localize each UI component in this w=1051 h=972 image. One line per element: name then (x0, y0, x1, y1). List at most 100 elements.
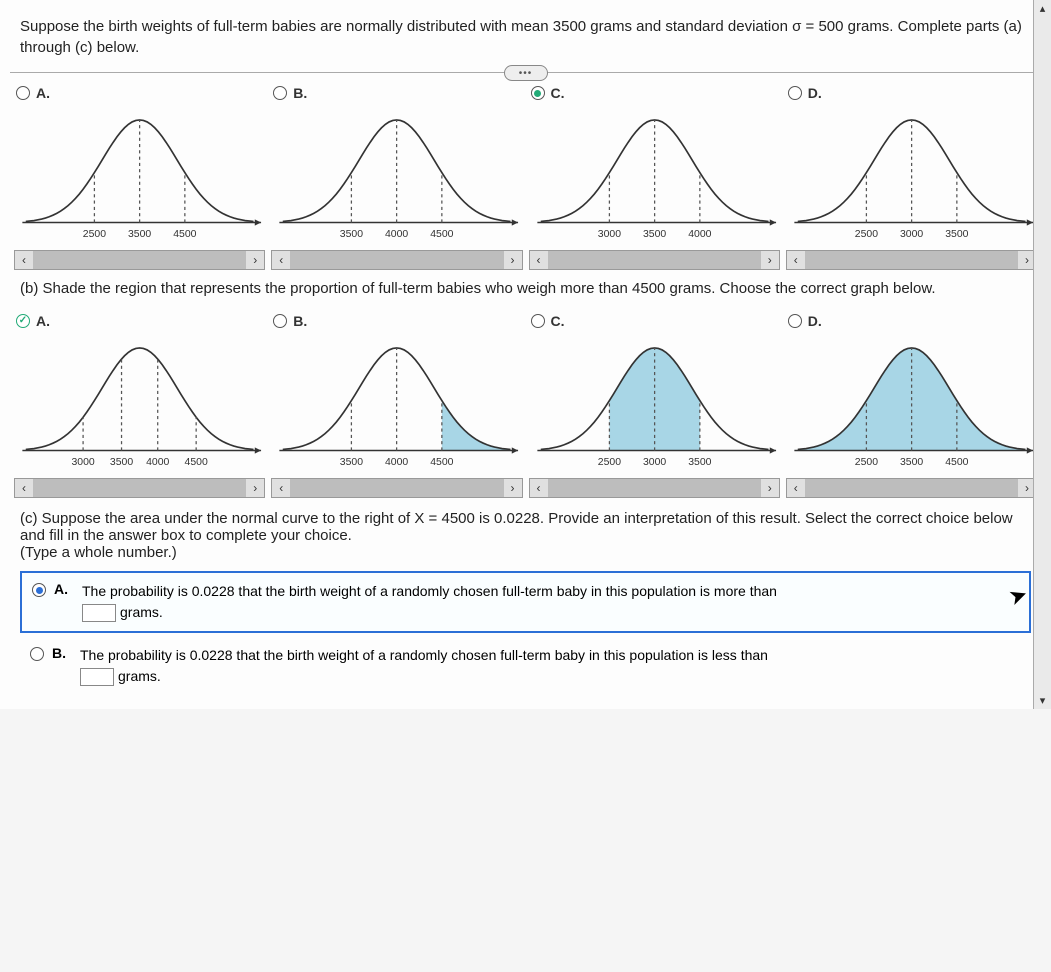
part-b-prompt: (b) Shade the region that represents the… (10, 270, 1041, 301)
horizontal-scrollbar[interactable]: ‹ › (529, 478, 780, 498)
svg-text:2500: 2500 (83, 229, 106, 240)
option-letter: C. (551, 85, 565, 101)
scroll-up-icon[interactable]: ▴ (1040, 0, 1046, 17)
svg-text:3500: 3500 (128, 229, 151, 240)
collapse-handle[interactable]: ••• (504, 65, 548, 81)
scroll-track[interactable] (548, 251, 761, 269)
radio-icon[interactable] (273, 86, 287, 100)
answer-option[interactable]: C. 2500 3000 3500 (529, 309, 780, 478)
svg-text:3000: 3000 (597, 229, 620, 240)
answer-input[interactable] (80, 668, 114, 686)
svg-text:4000: 4000 (385, 457, 408, 468)
horizontal-scrollbar[interactable]: ‹ › (271, 250, 522, 270)
divider: ••• (10, 72, 1041, 73)
svg-text:4500: 4500 (185, 457, 208, 468)
normal-curve-chart: 350040004500 (271, 105, 522, 250)
scroll-left-icon[interactable]: ‹ (787, 481, 805, 495)
svg-text:4500: 4500 (430, 229, 453, 240)
choice-letter: A. (54, 581, 74, 597)
choice-text: The probability is 0.0228 that the birth… (82, 581, 777, 623)
svg-text:3500: 3500 (340, 457, 363, 468)
scroll-left-icon[interactable]: ‹ (530, 481, 548, 495)
choice-radio-icon[interactable] (32, 583, 46, 597)
scroll-down-icon[interactable]: ▾ (1040, 692, 1046, 709)
radio-checked-icon[interactable]: ✓ (16, 314, 30, 328)
answer-option[interactable]: D. 250030003500 (786, 81, 1037, 250)
svg-text:4000: 4000 (688, 229, 711, 240)
scroll-track[interactable] (805, 479, 1018, 497)
scroll-left-icon[interactable]: ‹ (15, 253, 33, 267)
choice-radio-icon[interactable] (30, 647, 44, 661)
horizontal-scrollbar[interactable]: ‹ › (529, 250, 780, 270)
option-letter: D. (808, 313, 822, 329)
svg-text:2500: 2500 (597, 457, 620, 468)
scroll-left-icon[interactable]: ‹ (530, 253, 548, 267)
svg-text:4500: 4500 (945, 457, 968, 468)
normal-curve-chart: 250030003500 (786, 105, 1037, 250)
part-c-prompt: (c) Suppose the area under the normal cu… (20, 510, 1031, 544)
option-letter: B. (293, 85, 307, 101)
svg-text:3500: 3500 (688, 457, 711, 468)
normal-curve-chart: 3000 3500 4000 (529, 105, 780, 250)
choice-text: The probability is 0.0228 that the birth… (80, 645, 768, 687)
horizontal-scrollbar[interactable]: ‹ › (271, 478, 522, 498)
scroll-right-icon[interactable]: › (761, 481, 779, 495)
horizontal-scrollbar[interactable]: ‹ › (786, 250, 1037, 270)
svg-text:4500: 4500 (430, 457, 453, 468)
answer-option[interactable]: B. 350040004500 (271, 81, 522, 250)
mc-choice[interactable]: B. The probability is 0.0228 that the bi… (20, 637, 1031, 695)
option-letter: C. (551, 313, 565, 329)
option-letter: D. (808, 85, 822, 101)
svg-text:3500: 3500 (340, 229, 363, 240)
scroll-left-icon[interactable]: ‹ (787, 253, 805, 267)
mc-choice[interactable]: A. The probability is 0.0228 that the bi… (20, 571, 1031, 633)
radio-icon[interactable] (531, 314, 545, 328)
answer-option[interactable]: C. 3000 3500 4000 (529, 81, 780, 250)
radio-selected-icon[interactable] (531, 86, 545, 100)
svg-text:2500: 2500 (855, 457, 878, 468)
radio-icon[interactable] (16, 86, 30, 100)
choice-letter: B. (52, 645, 72, 661)
normal-curve-chart: 2500 3000 3500 (529, 333, 780, 478)
scroll-left-icon[interactable]: ‹ (272, 481, 290, 495)
answer-option[interactable]: A. 2500 3500 4500 (14, 81, 265, 250)
svg-text:3000: 3000 (900, 229, 923, 240)
scroll-right-icon[interactable]: › (246, 253, 264, 267)
horizontal-scrollbar[interactable]: ‹ › (786, 478, 1037, 498)
scroll-left-icon[interactable]: ‹ (15, 481, 33, 495)
svg-text:3500: 3500 (900, 457, 923, 468)
answer-option[interactable]: B. 350040004500 (271, 309, 522, 478)
answer-option[interactable]: ✓ A. 3000 3500 4000 4500 (14, 309, 265, 478)
answer-option[interactable]: D. 2500 3500 4500 (786, 309, 1037, 478)
scroll-track[interactable] (805, 251, 1018, 269)
svg-text:3500: 3500 (945, 229, 968, 240)
option-letter: A. (36, 313, 50, 329)
part-c-hint: (Type a whole number.) (20, 544, 1031, 561)
scroll-track[interactable] (290, 479, 503, 497)
svg-text:4500: 4500 (173, 229, 196, 240)
scroll-right-icon[interactable]: › (504, 253, 522, 267)
svg-text:4000: 4000 (146, 457, 169, 468)
option-letter: A. (36, 85, 50, 101)
normal-curve-chart: 2500 3500 4500 (786, 333, 1037, 478)
scroll-left-icon[interactable]: ‹ (272, 253, 290, 267)
scroll-track[interactable] (33, 251, 246, 269)
radio-icon[interactable] (273, 314, 287, 328)
svg-text:3500: 3500 (110, 457, 133, 468)
radio-icon[interactable] (788, 86, 802, 100)
normal-curve-chart: 2500 3500 4500 (14, 105, 265, 250)
scroll-track[interactable] (548, 479, 761, 497)
vertical-scrollbar[interactable]: ▴ ▾ (1033, 0, 1051, 709)
svg-text:3000: 3000 (71, 457, 94, 468)
scroll-right-icon[interactable]: › (761, 253, 779, 267)
scroll-track[interactable] (290, 251, 503, 269)
answer-input[interactable] (82, 604, 116, 622)
horizontal-scrollbar[interactable]: ‹ › (14, 250, 265, 270)
scroll-right-icon[interactable]: › (504, 481, 522, 495)
scroll-track[interactable] (33, 479, 246, 497)
horizontal-scrollbar[interactable]: ‹ › (14, 478, 265, 498)
scroll-right-icon[interactable]: › (246, 481, 264, 495)
svg-text:3000: 3000 (642, 457, 665, 468)
radio-icon[interactable] (788, 314, 802, 328)
svg-text:3500: 3500 (642, 229, 665, 240)
